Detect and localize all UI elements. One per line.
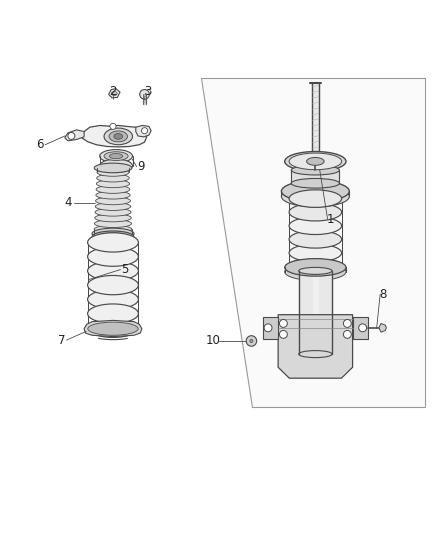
Ellipse shape	[97, 174, 129, 182]
Ellipse shape	[285, 151, 346, 171]
Circle shape	[279, 330, 287, 338]
Ellipse shape	[94, 163, 132, 173]
Circle shape	[279, 319, 287, 327]
Ellipse shape	[88, 276, 138, 295]
Circle shape	[264, 324, 272, 332]
Polygon shape	[263, 317, 278, 339]
Ellipse shape	[88, 318, 138, 337]
Polygon shape	[379, 324, 386, 332]
Circle shape	[110, 123, 116, 130]
Ellipse shape	[96, 185, 130, 193]
Polygon shape	[291, 170, 339, 183]
Ellipse shape	[88, 247, 138, 266]
Circle shape	[343, 319, 351, 327]
Polygon shape	[201, 78, 425, 407]
Ellipse shape	[104, 128, 132, 145]
Ellipse shape	[88, 233, 138, 252]
Ellipse shape	[95, 208, 131, 216]
Circle shape	[68, 133, 75, 140]
Ellipse shape	[96, 180, 130, 188]
Ellipse shape	[291, 179, 339, 188]
Ellipse shape	[96, 191, 130, 199]
Ellipse shape	[95, 197, 131, 205]
Text: 1: 1	[327, 213, 335, 225]
Ellipse shape	[97, 168, 129, 176]
Ellipse shape	[289, 258, 342, 275]
Ellipse shape	[104, 152, 128, 160]
Polygon shape	[84, 320, 142, 336]
Circle shape	[246, 336, 257, 346]
Ellipse shape	[95, 214, 131, 222]
Polygon shape	[299, 271, 332, 354]
Polygon shape	[143, 94, 146, 104]
Ellipse shape	[289, 244, 342, 262]
Ellipse shape	[289, 231, 342, 248]
Ellipse shape	[291, 165, 339, 175]
Text: 2: 2	[109, 85, 117, 98]
Polygon shape	[81, 125, 147, 147]
Polygon shape	[353, 317, 368, 339]
Text: 4: 4	[64, 197, 72, 209]
Ellipse shape	[88, 261, 138, 280]
Text: 6: 6	[35, 138, 43, 151]
Polygon shape	[278, 314, 353, 378]
Polygon shape	[312, 83, 319, 152]
Polygon shape	[313, 271, 318, 354]
Text: 8: 8	[380, 288, 387, 301]
Ellipse shape	[281, 186, 350, 207]
Ellipse shape	[100, 159, 132, 172]
Ellipse shape	[110, 154, 123, 159]
Ellipse shape	[92, 228, 134, 239]
Ellipse shape	[88, 290, 138, 309]
Ellipse shape	[109, 131, 127, 142]
Ellipse shape	[299, 268, 332, 274]
Ellipse shape	[94, 225, 132, 233]
Text: 7: 7	[57, 334, 65, 346]
Text: 5: 5	[121, 263, 128, 276]
Text: 10: 10	[206, 335, 221, 348]
Ellipse shape	[289, 153, 342, 169]
Polygon shape	[65, 130, 84, 141]
Ellipse shape	[95, 220, 131, 228]
Ellipse shape	[307, 157, 324, 165]
Circle shape	[140, 90, 149, 99]
Ellipse shape	[114, 134, 123, 139]
Ellipse shape	[88, 304, 138, 323]
Ellipse shape	[289, 190, 342, 207]
Ellipse shape	[98, 233, 128, 241]
Ellipse shape	[289, 204, 342, 221]
Circle shape	[343, 330, 351, 338]
Circle shape	[141, 128, 148, 134]
Ellipse shape	[111, 92, 117, 95]
Ellipse shape	[88, 322, 138, 335]
Ellipse shape	[299, 351, 332, 358]
Text: 3: 3	[145, 85, 152, 98]
Ellipse shape	[285, 259, 346, 276]
Circle shape	[359, 324, 367, 332]
Text: 9: 9	[137, 160, 145, 173]
Polygon shape	[109, 88, 120, 98]
Ellipse shape	[100, 150, 132, 163]
Ellipse shape	[250, 340, 253, 343]
Ellipse shape	[281, 181, 350, 201]
Ellipse shape	[289, 217, 342, 235]
Ellipse shape	[95, 203, 131, 211]
Polygon shape	[136, 125, 151, 137]
Ellipse shape	[92, 231, 134, 243]
Ellipse shape	[285, 263, 346, 280]
